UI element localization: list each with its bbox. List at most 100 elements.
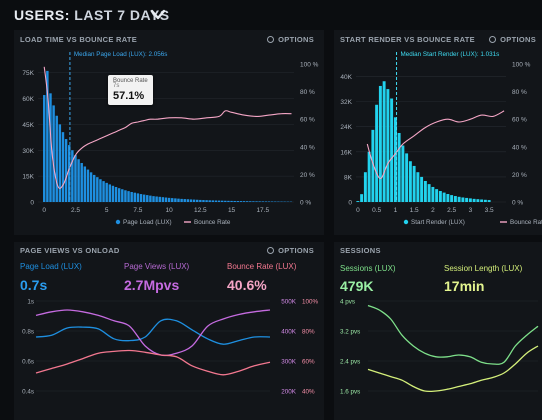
bar [130,191,133,202]
options-button[interactable]: OPTIONS [489,35,536,44]
y-tick-label: 300K [281,359,297,366]
bar [224,200,227,202]
bar [420,176,424,202]
y2-tick-label: 40 % [512,144,527,151]
chevron-down-icon[interactable] [150,8,166,22]
y-tick-label: 80% [302,329,315,336]
bar [236,201,240,202]
y-tick-label: 0 [348,200,352,207]
legend-label: Bounce Rate [194,219,231,226]
legend-label: Page Load (LUX) [123,219,172,226]
y2-tick-label: 20 % [300,172,315,179]
y2-tick-label: 60 % [300,117,315,124]
bar [86,169,90,202]
x-tick-label: 0 [42,207,46,214]
y2-tick-label: 80 % [512,89,527,96]
bar [416,172,420,202]
bar [177,198,180,202]
bar [164,197,168,202]
bar [167,197,171,202]
panel-title: SESSIONS [340,246,381,255]
y-tick-label: 8K [344,174,353,181]
sessions-value: 479K [340,278,374,294]
bar [196,199,199,202]
bar [427,184,431,202]
tooltip-sub: 7s [113,83,120,89]
bar [220,200,224,202]
bounce-rate-line [43,66,292,189]
bar [121,189,124,202]
x-tick-label: 2.5 [447,207,456,214]
date-range-selector-title[interactable]: USERS: LAST 7 DAYS [14,7,170,23]
page-views-panel: PAGE VIEWS VS ONLOAD OPTIONS Page Load (… [14,242,324,420]
x-tick-label: 7.5 [133,207,142,214]
x-tick-label: 2.5 [71,207,80,214]
panel-title: PAGE VIEWS VS ONLOAD [20,246,120,255]
x-tick-label: 15 [228,207,236,214]
sessions-chart: 4 pvs 3.2 pvs 2.4 pvs 1.6 pvs [340,299,539,396]
load-time-chart: 0 15K 30K 45K 60K 75K 0 % 20 % 40 % 60 % 80 % 100 %… [22,51,318,226]
bar [114,186,118,202]
page-views-chart: 1s 0.8s 0.6s 0.4s 500K 400K 300K 200K 100% 80% 60%… [22,299,318,396]
bar [472,198,476,202]
bar [199,199,202,202]
bar [92,174,96,202]
y-tick-label: 60K [22,96,34,103]
bar [202,200,205,202]
bar [171,198,174,202]
page-views-value: 2.7Mpvs [124,277,180,293]
bar [68,145,71,202]
y-tick-label: 75K [22,70,34,77]
y-tick-label: 40% [302,389,315,396]
bar [211,200,215,202]
series-line [35,349,271,376]
bar [442,192,446,202]
bar [111,185,115,202]
page-views-label: Page Views (LUX) [124,262,190,271]
bar [83,166,87,202]
y2-tick-label: 80 % [300,89,315,96]
legend-swatch [403,219,409,225]
bar [174,198,177,202]
y-tick-label: 0 [30,200,34,207]
y-tick-label: 32K [340,99,352,106]
session-length-label: Session Length (LUX) [444,264,523,273]
series-line [367,345,539,393]
x-tick-label: 10 [166,207,174,214]
bar [245,201,249,202]
bar [249,201,252,202]
bar [405,153,409,202]
bar [139,194,143,202]
y-tick-label: 4 pvs [340,299,355,306]
users-prefix: USERS: [14,7,70,23]
options-label: OPTIONS [278,35,314,44]
bar [487,200,491,202]
bar [217,200,221,202]
bar [117,188,121,202]
y-tick-label: 3.2 pvs [340,329,360,336]
legend-label: Bounce Rate [510,219,542,226]
bar [89,172,93,202]
y-tick-label: 24K [340,124,352,131]
bar [80,163,83,202]
bar [438,191,442,202]
y-tick-label: 400K [281,329,297,336]
bar [158,196,161,202]
bounce-rate-value: 40.6% [227,277,267,293]
bar [258,201,261,202]
x-tick-label: 3 [469,207,473,214]
y2-tick-label: 20 % [512,172,527,179]
y2-tick-label: 100 % [512,62,531,69]
x-tick-label: 5 [105,207,109,214]
bar [52,105,55,202]
bar [133,192,136,202]
y2-tick-label: 40 % [300,144,315,151]
bar [149,195,152,202]
page-load-label: Page Load (LUX) [20,262,82,271]
bar [186,199,190,202]
options-button[interactable]: OPTIONS [267,246,314,255]
options-label: OPTIONS [500,35,536,44]
options-button[interactable]: OPTIONS [267,35,314,44]
y2-tick-label: 0 % [512,200,523,207]
bar [43,95,46,202]
